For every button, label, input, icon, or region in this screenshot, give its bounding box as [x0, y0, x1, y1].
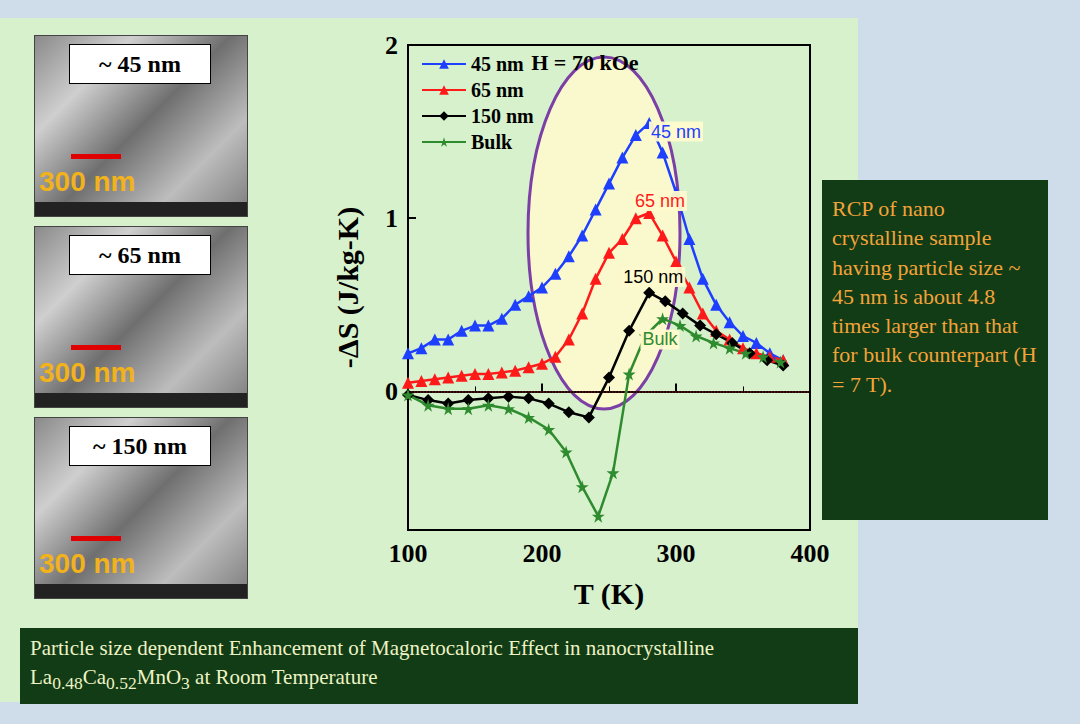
- svg-text:45 nm: 45 nm: [651, 122, 701, 142]
- svg-text:1: 1: [385, 204, 398, 233]
- svg-text:150 nm: 150 nm: [471, 105, 534, 127]
- html-text:~ 150 nm: ~ 150 nm: [93, 432, 187, 459]
- svg-text:65 nm: 65 nm: [635, 191, 685, 211]
- svg-text:100: 100: [389, 539, 428, 568]
- svg-text:Bulk: Bulk: [642, 329, 678, 349]
- html-text:~ 65 nm: ~ 65 nm: [99, 241, 181, 268]
- html-text:~ 45 nm: ~ 45 nm: [99, 50, 181, 77]
- html-text:300 nm: 300 nm: [39, 357, 136, 388]
- html-text:300 nm: 300 nm: [39, 166, 136, 197]
- html-text:RCP of nano crystalline sample: RCP of nano crystalline sample having pa…: [832, 196, 1037, 397]
- svg-text:150 nm: 150 nm: [623, 267, 683, 287]
- svg-text:400: 400: [791, 539, 830, 568]
- svg-text:65 nm: 65 nm: [471, 79, 524, 101]
- svg-text:H = 70 kOe: H = 70 kOe: [531, 50, 638, 75]
- svg-text:200: 200: [523, 539, 562, 568]
- html-text:300 nm: 300 nm: [39, 548, 136, 579]
- svg-text:T (K): T (K): [574, 577, 644, 611]
- svg-text:2: 2: [385, 31, 398, 60]
- svg-text:0: 0: [385, 377, 398, 406]
- svg-text:-ΔS (J/kg-K): -ΔS (J/kg-K): [331, 207, 365, 368]
- svg-text:Bulk: Bulk: [471, 131, 513, 153]
- svg-text:45 nm: 45 nm: [471, 53, 524, 75]
- html-text:Particle size dependent Enhanc: Particle size dependent Enhancement of M…: [30, 636, 715, 694]
- svg-text:300: 300: [657, 539, 696, 568]
